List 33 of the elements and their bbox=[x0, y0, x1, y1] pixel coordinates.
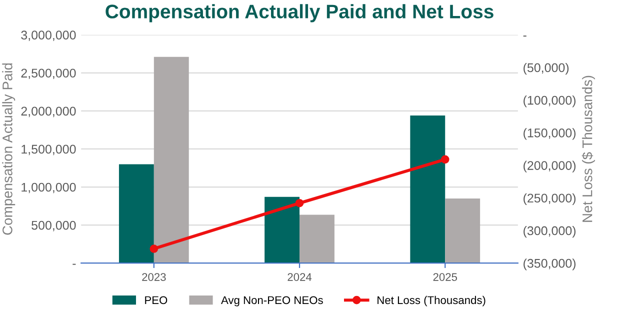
y-tick-label: 1,500,000 bbox=[22, 144, 76, 156]
y-axis-title: Compensation Actually Paid bbox=[2, 63, 16, 235]
y-tick-label: 3,000,000 bbox=[21, 30, 76, 41]
y-tick-label: 2,500,000 bbox=[21, 68, 76, 80]
bar bbox=[154, 56, 189, 264]
bar bbox=[410, 116, 446, 264]
y2-tick-label: - bbox=[523, 36, 526, 37]
x-tick-label: 2024 bbox=[288, 273, 312, 281]
y2-tick-label: (350,000) bbox=[524, 258, 576, 270]
point bbox=[440, 155, 450, 164]
bar bbox=[118, 164, 154, 264]
y-tick-label: 500,000 bbox=[32, 220, 76, 232]
y2-tick-label: (50,000) bbox=[524, 62, 569, 75]
y2-tick-label: (200,000) bbox=[524, 160, 576, 172]
point bbox=[295, 198, 304, 208]
point bbox=[150, 244, 158, 253]
bar bbox=[264, 196, 300, 264]
y-tick-label: 1,000,000 bbox=[22, 182, 76, 194]
y2-tick-label: (150,000) bbox=[524, 128, 576, 140]
bar bbox=[445, 198, 480, 264]
legend-label: PEO bbox=[145, 296, 168, 304]
y-tick-label: 2,000,000 bbox=[21, 106, 76, 118]
y-tick-label: - bbox=[72, 264, 76, 265]
bar bbox=[300, 214, 334, 264]
y2-tick-label: (100,000) bbox=[524, 96, 576, 108]
legend-label: Avg Non-PEO NEOs bbox=[221, 296, 323, 306]
x-tick-label: 2025 bbox=[433, 273, 458, 281]
legend-label: Net Loss (Thousands) bbox=[378, 296, 486, 306]
y2-tick-label: (300,000) bbox=[524, 226, 576, 238]
y2-tick-label: (250,000) bbox=[524, 193, 576, 206]
chart-title: Compensation Actually Paid and Net Loss bbox=[106, 4, 494, 22]
x-tick-label: 2023 bbox=[142, 273, 166, 281]
y2-axis-title: Net Loss ($ Thousands) bbox=[582, 76, 595, 222]
